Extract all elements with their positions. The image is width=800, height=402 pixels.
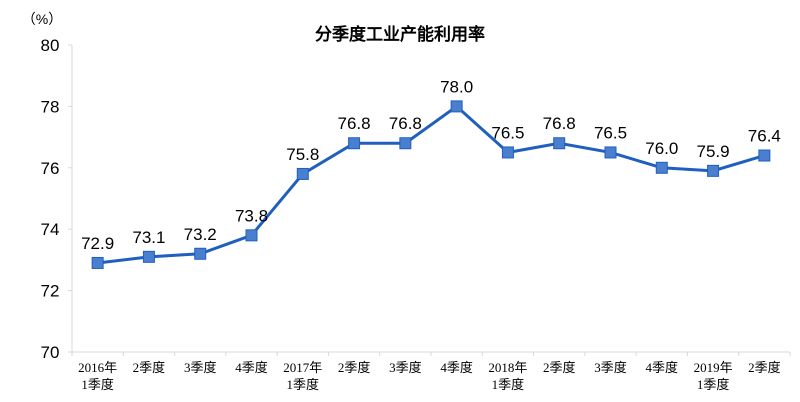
- x-tick-label: 1季度: [697, 377, 730, 392]
- data-label: 73.8: [235, 206, 268, 225]
- x-tick-label: 2016年: [78, 360, 117, 375]
- data-point-marker: [758, 149, 771, 162]
- data-label: 75.8: [286, 145, 319, 164]
- data-point-marker: [707, 164, 720, 177]
- x-tick-label: 2季度: [543, 360, 576, 375]
- x-tick-label: 1季度: [81, 377, 114, 392]
- y-tick-label: 72: [41, 282, 60, 301]
- series-line: [97, 104, 765, 265]
- x-tick-label: 2018年: [488, 360, 527, 375]
- x-tick-label: 2季度: [133, 360, 166, 375]
- data-point-marker: [348, 137, 361, 150]
- x-tick-label: 2019年: [694, 360, 733, 375]
- y-tick-label: 70: [41, 343, 60, 362]
- y-tick-label: 78: [41, 97, 60, 116]
- data-label: 76.4: [748, 127, 781, 146]
- x-tick-label: 2季度: [748, 360, 781, 375]
- y-tick-label: 76: [41, 159, 60, 178]
- data-label: 76.8: [543, 114, 576, 133]
- x-tick-label: 2季度: [338, 360, 371, 375]
- x-tick-label: 4季度: [235, 360, 268, 375]
- x-tick-label: 3季度: [389, 360, 422, 375]
- data-label: 76.5: [491, 123, 524, 142]
- x-tick-label: 3季度: [594, 360, 627, 375]
- data-point-marker: [604, 146, 617, 159]
- data-label: 75.9: [697, 142, 730, 161]
- data-label: 76.8: [338, 114, 371, 133]
- data-label: 73.2: [184, 225, 217, 244]
- y-tick-label: 74: [41, 220, 60, 239]
- x-tick-label: 4季度: [440, 360, 473, 375]
- x-tick-label: 4季度: [646, 360, 679, 375]
- data-point-marker: [296, 167, 309, 180]
- x-tick-label: 2017年: [283, 360, 322, 375]
- data-point-marker: [91, 256, 104, 269]
- chart-title: 分季度工业产能利用率: [315, 24, 485, 44]
- data-point-marker: [655, 161, 668, 174]
- data-point-marker: [194, 247, 207, 260]
- data-label: 78.0: [440, 77, 473, 96]
- data-label: 76.0: [645, 139, 678, 158]
- data-label: 76.8: [389, 114, 422, 133]
- data-point-marker: [450, 100, 463, 113]
- data-point-marker: [142, 250, 155, 263]
- x-tick-label: 3季度: [184, 360, 217, 375]
- data-point-marker: [501, 146, 514, 159]
- data-label: 72.9: [81, 234, 114, 253]
- data-label: 73.1: [132, 228, 165, 247]
- x-tick-label: 1季度: [287, 377, 320, 392]
- data-label: 76.5: [594, 123, 627, 142]
- x-tick-label: 1季度: [492, 377, 525, 392]
- y-axis-unit: （%）: [22, 11, 62, 27]
- data-point-marker: [553, 137, 566, 150]
- data-point-marker: [399, 137, 412, 150]
- data-point-marker: [245, 229, 258, 242]
- y-tick-label: 80: [41, 36, 60, 55]
